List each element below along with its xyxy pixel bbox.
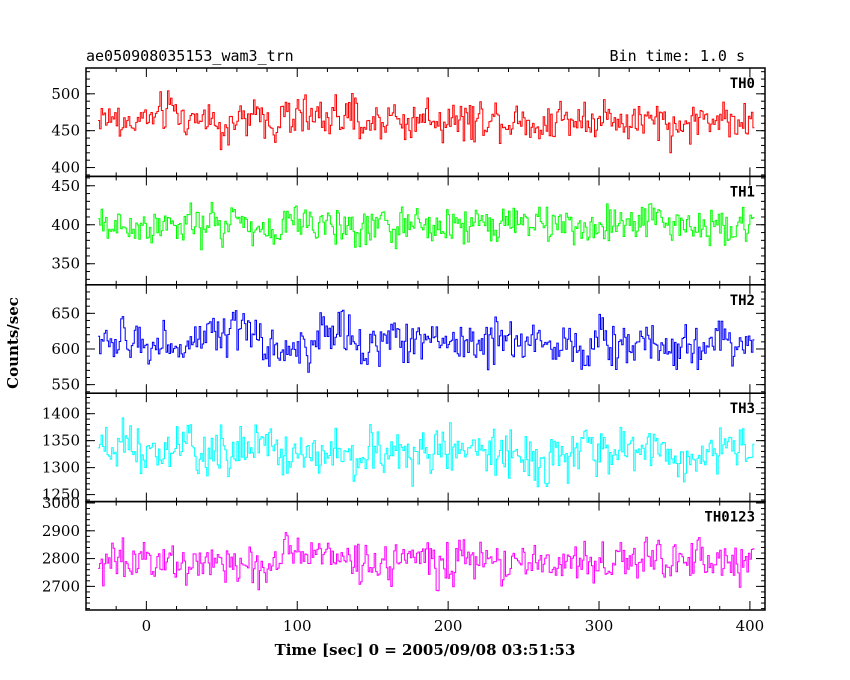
bin-time-label: Bin time: 1.0 s [610, 47, 745, 65]
y-tick-label: 550 [51, 376, 80, 394]
x-tick-label: 200 [434, 617, 463, 635]
series-line-th1 [98, 202, 755, 251]
series-line-th0 [98, 90, 755, 154]
y-tick-label: 350 [51, 255, 80, 273]
panel-label: TH0123 [704, 510, 755, 526]
y-tick-label: 450 [51, 122, 80, 140]
x-tick-label: 300 [585, 617, 614, 635]
panel-th3: 1250 1300 1350 1400 TH3 [42, 392, 766, 504]
x-tick-label: 400 [736, 617, 765, 635]
panel-th2: 550 600 650 TH2 [51, 284, 766, 394]
panel-frame [85, 500, 766, 611]
y-tick-label: 500 [51, 85, 80, 103]
y-tick-label: 2900 [42, 522, 80, 540]
y-axis-label: Counts/sec [4, 297, 22, 389]
y-tick-label: 2700 [42, 577, 80, 595]
panel-th1: 350 400 450 TH1 [51, 175, 766, 286]
y-tick-label: 1350 [42, 432, 80, 450]
y-tick-label: 2800 [42, 550, 80, 568]
panel-label: TH0 [730, 76, 755, 92]
y-tick-label: 650 [51, 304, 80, 322]
panel-label: TH3 [730, 401, 755, 417]
panel-label: TH1 [730, 184, 755, 200]
y-tick-label: 1250 [42, 486, 80, 504]
x-tick-label: 0 [142, 617, 152, 635]
y-tick-label: 400 [51, 216, 80, 234]
panel-label: TH2 [730, 293, 755, 309]
series-line-th2 [98, 309, 755, 373]
x-axis-label: Time [sec] 0 = 2005/09/08 03:51:53 [275, 641, 576, 659]
y-tick-label: 3000 [42, 494, 80, 512]
y-tick-label: 600 [51, 340, 80, 358]
series-line-th3 [98, 417, 755, 488]
series-line-th0123 [98, 532, 755, 592]
panel-frame [85, 175, 766, 286]
y-tick-label: 450 [51, 177, 80, 195]
chart-title: ae050908035153_wam3_trn [86, 47, 294, 65]
panel-th0: 400 450 500 TH0 [51, 67, 766, 178]
y-tick-label: 400 [51, 159, 80, 177]
y-tick-label: 1300 [42, 459, 80, 477]
panel-th0123: 2700 2800 2900 3000 TH0123 [42, 494, 766, 611]
x-tick-label: 100 [283, 617, 312, 635]
y-tick-label: 1400 [42, 405, 80, 423]
